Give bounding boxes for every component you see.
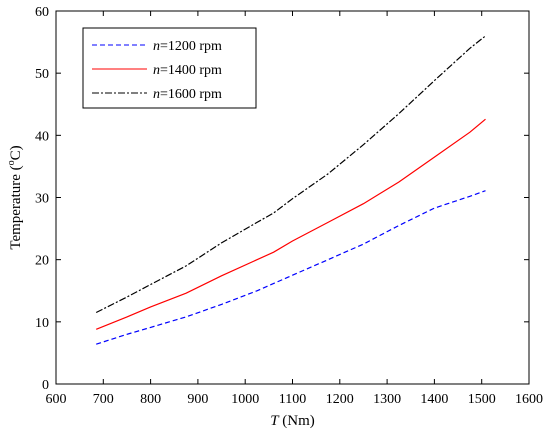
x-tick-label-900: 900 xyxy=(187,392,208,407)
y-axis-label-superscript: o xyxy=(6,160,17,165)
legend: n=1200 rpm n=1400 rpm n=1600 rpm xyxy=(82,27,257,109)
y-tick-label-0: 0 xyxy=(42,378,49,393)
legend-label-1600: n=1600 rpm xyxy=(153,87,222,102)
x-axis-unit: (Nm) xyxy=(279,413,315,429)
legend-text-1600: =1600 rpm xyxy=(160,87,222,102)
x-tick-label-600: 600 xyxy=(46,392,67,407)
series-lines xyxy=(95,35,486,345)
legend-text-1400: =1400 rpm xyxy=(160,63,222,78)
y-axis-label-main: Temperature ( xyxy=(8,165,24,249)
x-axis-variable: T xyxy=(270,413,280,429)
series-line-0 xyxy=(96,190,486,345)
y-tick-label-30: 30 xyxy=(35,192,49,207)
y-tick-label-20: 20 xyxy=(35,254,49,269)
series-line-1 xyxy=(95,118,486,330)
x-tick-label-1200: 1200 xyxy=(326,392,354,407)
legend-var-1200: n xyxy=(153,39,160,54)
legend-label-1400: n=1400 rpm xyxy=(153,63,222,78)
y-tick-label-40: 40 xyxy=(35,129,49,144)
y-tick-label-10: 10 xyxy=(35,316,49,331)
y-axis-label: Temperature (oC) xyxy=(6,145,24,249)
x-tick-label-1000: 1000 xyxy=(231,392,259,407)
x-tick-label-700: 700 xyxy=(93,392,114,407)
x-tick-label-1300: 1300 xyxy=(373,392,401,407)
x-tick-label-1600: 1600 xyxy=(515,392,543,407)
y-tick-label-50: 50 xyxy=(35,67,49,82)
legend-var-1400: n xyxy=(153,63,160,78)
axis-ticks: 600 700 800 900 1000 1100 1200 1300 1400 1500 1600… xyxy=(35,5,543,407)
x-tick-label-800: 800 xyxy=(140,392,161,407)
x-tick-label-1100: 1100 xyxy=(279,392,306,407)
x-tick-label-1400: 1400 xyxy=(420,392,448,407)
series-line-2 xyxy=(95,35,486,314)
x-tick-label-1500: 1500 xyxy=(468,392,496,407)
y-tick-label-60: 60 xyxy=(35,5,49,20)
legend-text-1200: =1200 rpm xyxy=(160,39,222,54)
y-axis-label-end: C) xyxy=(8,145,24,160)
legend-var-1600: n xyxy=(153,87,160,102)
legend-box xyxy=(82,27,257,109)
legend-label-1200: n=1200 rpm xyxy=(153,39,222,54)
x-axis-label: T (Nm) xyxy=(270,413,315,429)
